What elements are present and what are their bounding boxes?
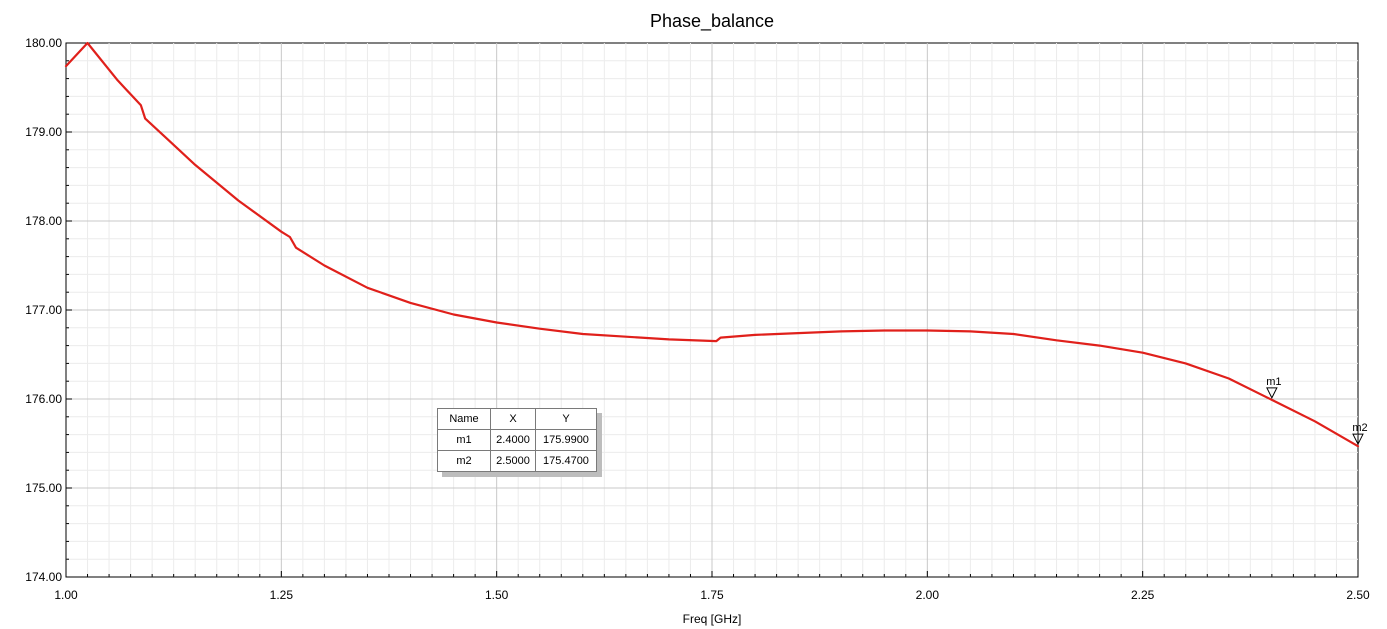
x-tick-label: 1.25 [270, 588, 294, 602]
x-axis-title: Freq [GHz] [683, 612, 742, 626]
header-x: X [490, 408, 536, 430]
y-tick-labels: 174.00 175.00 176.00 177.00 178.00 179.00 180.… [25, 36, 62, 584]
marker-row-x: 2.4000 [490, 429, 536, 451]
y-tick-label: 178.00 [25, 214, 62, 228]
header-name: Name [437, 408, 491, 430]
marker-table-row: m2 2.5000 175.4700 [437, 450, 597, 472]
marker-row-name: m2 [437, 450, 491, 472]
marker-row-name: m1 [437, 429, 491, 451]
x-tick-label: 2.25 [1131, 588, 1155, 602]
x-tick-label: 2.00 [916, 588, 940, 602]
marker-label: m2 [1352, 422, 1367, 434]
series-layer [64, 41, 1360, 448]
y-tick-label: 177.00 [25, 303, 62, 317]
x-tick-label: 1.00 [54, 588, 78, 602]
major-gridlines [66, 43, 1358, 577]
y-tick-label: 180.00 [25, 36, 62, 50]
marker-row-y: 175.4700 [535, 450, 597, 472]
x-tick-labels: 1.00 1.25 1.50 1.75 2.00 2.25 2.50 [54, 588, 1370, 602]
marker-table-header: Name X Y [437, 408, 597, 430]
series-line [64, 41, 1360, 448]
marker-table-row: m1 2.4000 175.9900 [437, 429, 597, 451]
y-tick-label: 176.00 [25, 392, 62, 406]
y-tick-label: 174.00 [25, 570, 62, 584]
x-tick-label: 1.75 [700, 588, 724, 602]
marker-triangle [1266, 387, 1278, 400]
y-tick-label: 179.00 [25, 125, 62, 139]
chart-title: Phase_balance [650, 11, 774, 32]
x-tick-label: 2.50 [1346, 588, 1370, 602]
marker-triangle [1352, 433, 1364, 446]
axis-ticks [65, 42, 1359, 578]
marker-row-y: 175.9900 [535, 429, 597, 451]
marker-row-x: 2.5000 [490, 450, 536, 472]
x-tick-label: 1.50 [485, 588, 509, 602]
marker-layer: m1 m2 [1266, 376, 1368, 446]
marker-table: Name X Y m1 2.4000 175.9900 m2 2.5000 17… [437, 408, 597, 472]
y-tick-label: 175.00 [25, 481, 62, 495]
marker-label: m1 [1266, 376, 1281, 388]
header-y: Y [535, 408, 597, 430]
